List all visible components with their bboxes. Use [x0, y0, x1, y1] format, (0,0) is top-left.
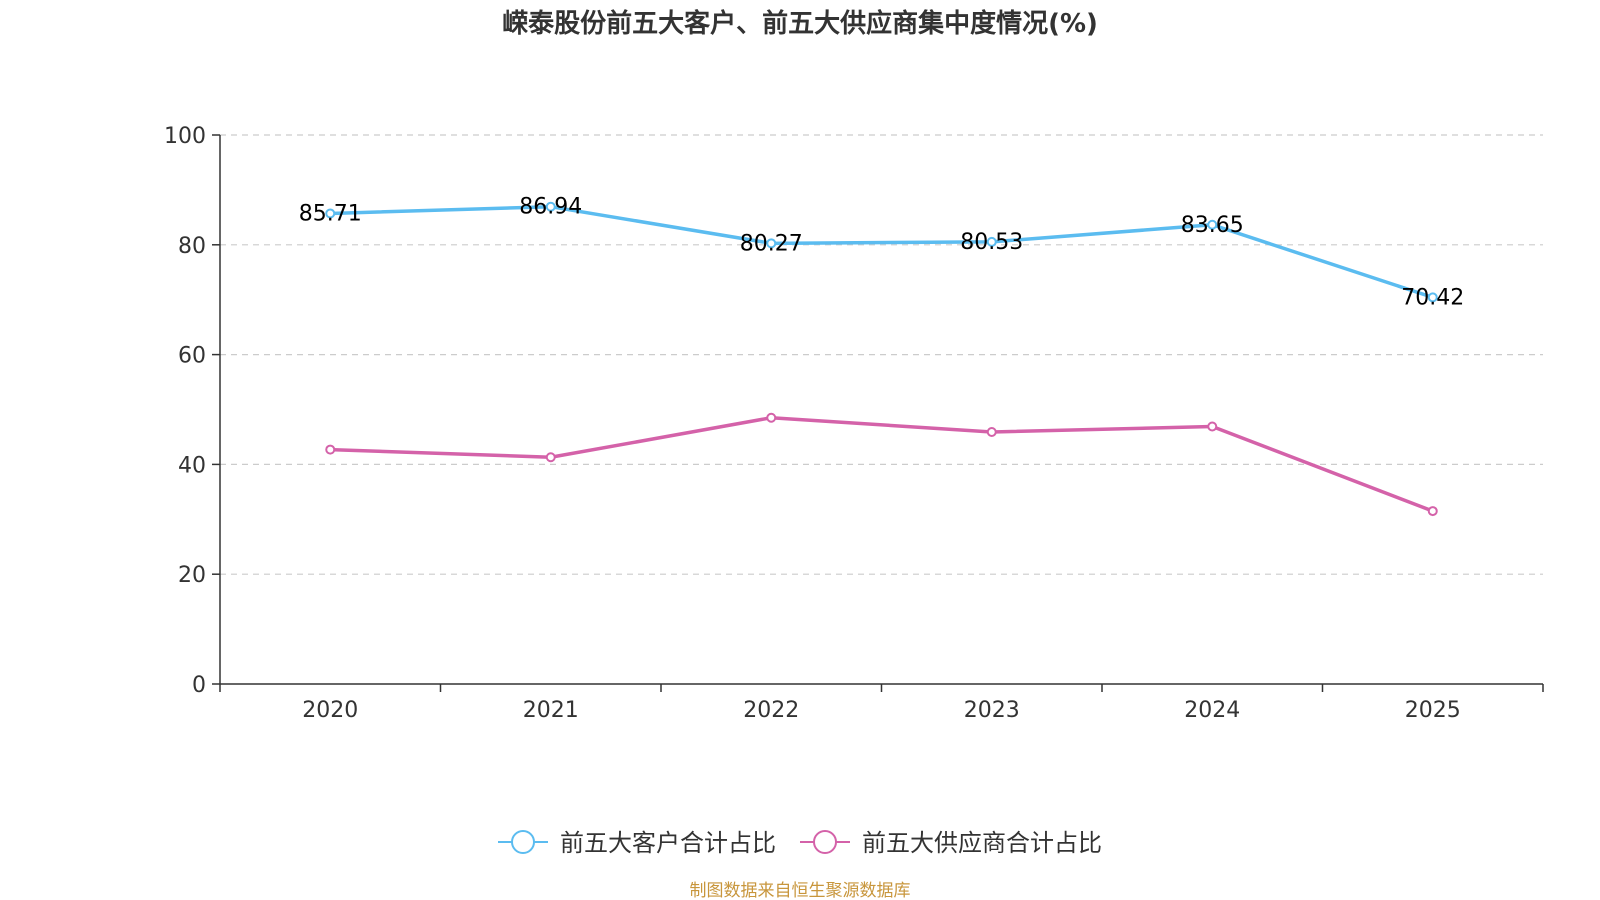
data-labels: 85.71 86.94 80.27 80.53 83.65 70.42: [299, 195, 1464, 311]
data-point[interactable]: [545, 452, 556, 463]
legend-label: 前五大供应商合计占比: [862, 829, 1102, 857]
data-label: 85.71: [299, 201, 362, 226]
legend-label: 前五大客户合计占比: [560, 829, 776, 857]
data-point[interactable]: [545, 201, 556, 212]
data-label: 86.94: [519, 195, 582, 220]
chart-title: 嵘泰股份前五大客户、前五大供应商集中度情况(%): [502, 8, 1098, 39]
data-label: 80.27: [740, 231, 803, 256]
legend-marker: [511, 830, 535, 854]
x-tick-label: 2023: [964, 698, 1020, 723]
data-point[interactable]: [766, 238, 777, 249]
data-label: 70.42: [1401, 285, 1464, 310]
data-point[interactable]: [766, 412, 777, 423]
axes: 0 20 40 60 80 100 2020 2021 2022 2023 2024 2025: [164, 124, 1544, 723]
grid-lines: [220, 134, 1543, 575]
data-point[interactable]: [325, 208, 336, 219]
legend-marker: [813, 830, 837, 854]
y-tick-label: 20: [178, 563, 206, 588]
x-tick-label: 2024: [1184, 698, 1240, 723]
data-label: 83.65: [1181, 213, 1244, 238]
x-tick-label: 2025: [1405, 698, 1461, 723]
y-tick-label: 0: [192, 673, 206, 698]
data-point[interactable]: [986, 427, 997, 438]
legend-item-0[interactable]: 前五大客户合计占比: [498, 829, 776, 857]
legend-item-1[interactable]: 前五大供应商合计占比: [800, 829, 1102, 857]
data-point[interactable]: [986, 236, 997, 247]
data-point[interactable]: [1207, 219, 1218, 230]
x-tick-label: 2022: [743, 698, 799, 723]
y-tick-label: 80: [178, 234, 206, 259]
series-line-1: [330, 415, 1434, 513]
y-tick-label: 100: [164, 124, 206, 149]
data-point[interactable]: [1207, 421, 1218, 432]
y-tick-label: 60: [178, 344, 206, 369]
data-point[interactable]: [1427, 292, 1438, 303]
series-line-0: [330, 204, 1434, 300]
data-point[interactable]: [1427, 506, 1438, 517]
source-note: 制图数据来自恒生聚源数据库: [690, 881, 911, 900]
data-point[interactable]: [325, 444, 336, 455]
data-label: 80.53: [960, 230, 1023, 255]
x-tick-label: 2020: [302, 698, 358, 723]
legend[interactable]: 前五大客户合计占比 前五大供应商合计占比: [498, 829, 1102, 857]
series-group: [325, 201, 1438, 517]
x-tick-label: 2021: [523, 698, 579, 723]
y-tick-label: 40: [178, 453, 206, 478]
